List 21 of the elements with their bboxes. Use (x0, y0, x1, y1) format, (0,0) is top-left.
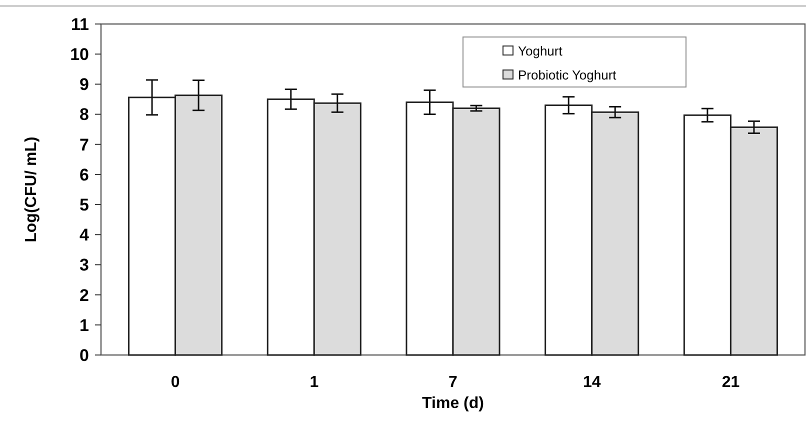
x-tick-label: 21 (722, 374, 740, 391)
legend-label: Probiotic Yoghurt (518, 68, 617, 83)
y-tick-label: 2 (80, 286, 89, 305)
y-tick-label: 4 (80, 226, 90, 245)
y-tick-label: 0 (80, 346, 89, 365)
x-axis-title: Time (d) (422, 395, 484, 412)
y-axis-title: Log(CFU/ mL) (23, 136, 40, 242)
x-tick-label: 14 (582, 374, 601, 391)
y-tick-label: 5 (80, 195, 89, 214)
y-tick-label: 11 (71, 14, 89, 34)
y-tick-label: 10 (70, 45, 89, 64)
y-tick-label: 8 (80, 105, 89, 124)
x-tick-label: 7 (448, 374, 458, 391)
legend-label: Yoghurt (518, 44, 563, 59)
y-tick-label: 1 (80, 316, 89, 335)
y-tick-label: 3 (80, 256, 89, 275)
x-tick-label: 1 (310, 374, 319, 391)
y-tick-label: 6 (80, 165, 89, 184)
y-tick-label: 9 (80, 75, 89, 94)
y-tick-label: 7 (80, 135, 89, 154)
x-tick-label: 0 (170, 374, 180, 391)
